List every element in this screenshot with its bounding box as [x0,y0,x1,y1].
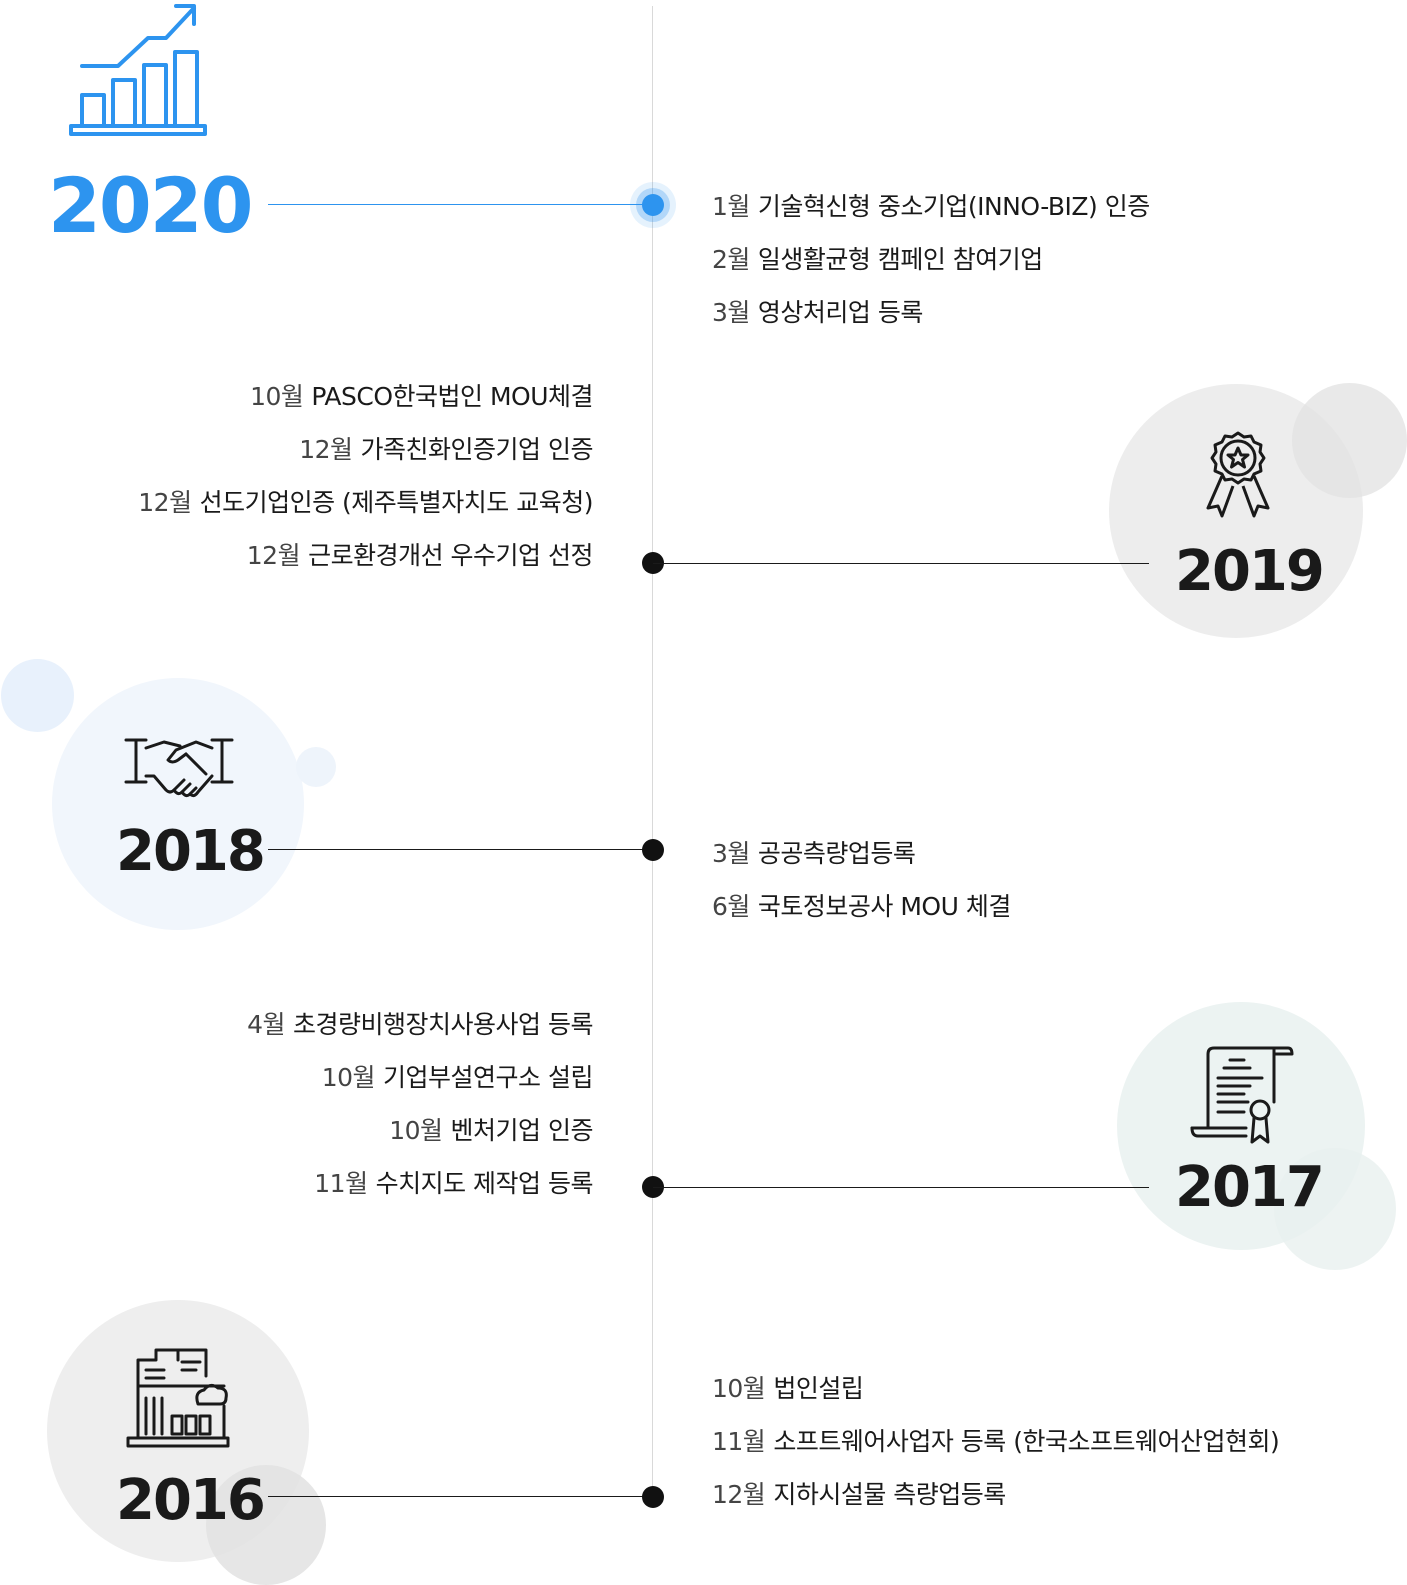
events-2018: 3월 공공측량업등록 6월 국토정보공사 MOU 체결 [712,827,1011,933]
year-2018: 2018 [116,819,266,884]
bg-circle-2018-small [1,659,74,732]
handshake-icon [124,736,234,802]
marker-2020 [642,194,664,216]
event-item: 12월 지하시설물 측량업등록 [712,1480,1006,1509]
timeline-axis [652,6,653,1498]
certificate-scroll-icon [1190,1046,1294,1146]
event-item: 6월 국토정보공사 MOU 체결 [712,892,1011,921]
event-item: 4월 초경량비행장치사용사업 등록 [247,1010,593,1039]
office-building-icon [126,1346,230,1450]
connector-2017 [653,1187,1149,1188]
event-item: 3월 공공측량업등록 [712,839,916,868]
year-2017: 2017 [1175,1155,1325,1220]
connector-2016 [268,1496,653,1497]
events-2020: 1월 기술혁신형 중소기업(INNO-BIZ) 인증 2월 일생활균형 캠페인 참여… [712,180,1150,339]
marker-2018 [642,839,664,861]
connector-2019 [653,563,1149,564]
events-2019: 10월 PASCO한국법인 MOU체결 12월 가족친화인증기업 인증 12월 선도기… [138,370,593,582]
year-2020: 2020 [48,161,254,250]
bg-circle-2018 [52,678,304,930]
events-2017: 4월 초경량비행장치사용사업 등록 10월 기업부설연구소 설립 10월 벤처기업 인… [247,998,593,1210]
connector-2020 [268,204,653,205]
event-item: 2월 일생활균형 캠페인 참여기업 [712,245,1043,274]
award-badge-icon [1203,430,1273,520]
event-item: 10월 법인설립 [712,1374,864,1403]
event-item: 1월 기술혁신형 중소기업(INNO-BIZ) 인증 [712,192,1150,221]
bg-circle-2017-small [1274,1148,1396,1270]
year-2016: 2016 [116,1468,266,1533]
event-item: 12월 가족친화인증기업 인증 [299,435,593,464]
bg-circle-2018-tiny [296,747,336,787]
marker-2016 [642,1486,664,1508]
event-item: 10월 PASCO한국법인 MOU체결 [250,382,593,411]
event-item: 11월 소프트웨어사업자 등록 (한국소프트웨어산업현회) [712,1427,1280,1456]
event-item: 12월 근로환경개선 우수기업 선정 [246,541,594,570]
year-2019: 2019 [1175,539,1325,604]
events-2016: 10월 법인설립 11월 소프트웨어사업자 등록 (한국소프트웨어산업현회) 12월… [712,1362,1280,1521]
growth-chart-icon [68,0,208,140]
event-item: 10월 벤처기업 인증 [389,1116,593,1145]
event-item: 3월 영상처리업 등록 [712,298,923,327]
connector-2018 [268,849,653,850]
event-item: 11월 수치지도 제작업 등록 [314,1169,593,1198]
event-item: 10월 기업부설연구소 설립 [321,1063,594,1092]
bg-circle-2019-small [1292,383,1407,498]
event-item: 12월 선도기업인증 (제주특별자치도 교육청) [138,488,593,517]
